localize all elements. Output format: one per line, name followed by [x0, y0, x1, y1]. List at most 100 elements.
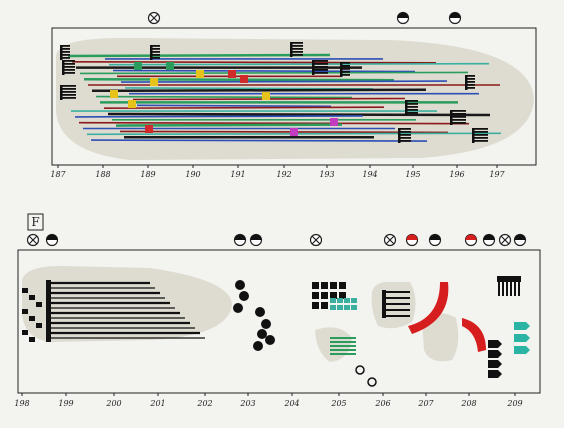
symbol-cross [500, 235, 510, 245]
comb-mark [450, 113, 466, 115]
block [339, 282, 346, 289]
symbol-cross [385, 235, 395, 245]
block [22, 330, 28, 335]
block [330, 282, 337, 289]
symbol-half [465, 234, 477, 240]
comb-mark [472, 131, 488, 133]
dot [233, 303, 243, 313]
articulation-symbol [309, 233, 323, 247]
comb-mark [290, 54, 303, 56]
comb-mark [60, 85, 76, 87]
block [312, 302, 319, 309]
sound-line [107, 112, 491, 117]
comb-mark [340, 68, 350, 70]
block [351, 298, 357, 303]
comb-mark [312, 60, 328, 62]
symbol-cross [28, 235, 38, 245]
comb-mark [465, 87, 475, 89]
comb-tooth [518, 282, 520, 296]
sound-field [315, 327, 352, 362]
section-marker: F [31, 215, 39, 229]
color-block [290, 128, 298, 136]
comb-mark [312, 69, 328, 71]
comb-mark [472, 140, 488, 142]
time-label: 194 [362, 170, 377, 179]
sound-line [78, 121, 470, 125]
sound-line [136, 104, 332, 108]
color-block [128, 100, 136, 108]
comb-mark [62, 72, 75, 74]
comb-mark [398, 134, 411, 136]
block [29, 337, 35, 342]
comb-mark [340, 71, 350, 73]
comb-mark [290, 42, 303, 44]
time-label: 207 [417, 399, 434, 408]
comb-spine [382, 290, 386, 318]
time-label: 190 [185, 170, 200, 179]
block [321, 292, 328, 299]
articulation-symbol [405, 233, 419, 247]
sound-line [95, 95, 353, 99]
symbol-half [397, 12, 409, 18]
comb-mark [340, 62, 343, 77]
block [312, 282, 319, 289]
wedge [488, 340, 502, 348]
time-label: 189 [140, 170, 155, 179]
block [22, 288, 28, 293]
articulation-symbol [513, 233, 527, 247]
time-label: 204 [283, 399, 299, 408]
block [339, 292, 346, 299]
ring [355, 365, 365, 375]
articulation-symbol [249, 233, 263, 247]
time-label: 202 [196, 399, 212, 408]
symbol-cross [149, 13, 159, 23]
time-label: 200 [105, 399, 121, 408]
sound-line [115, 123, 343, 127]
color-block [110, 90, 118, 98]
comb-mark [60, 91, 76, 93]
block [337, 298, 343, 303]
comb-tooth [514, 282, 516, 296]
sound-line [124, 87, 374, 90]
sound-line [119, 130, 449, 134]
comb-spine [497, 276, 521, 282]
sound-line [91, 88, 427, 93]
comb-mark [62, 69, 75, 71]
articulation-symbol [147, 11, 161, 25]
time-label: 187 [50, 170, 66, 179]
comb-mark [150, 54, 160, 56]
symbol-half [449, 12, 461, 18]
block [312, 292, 319, 299]
sound-field [422, 313, 459, 362]
time-label: 188 [95, 170, 110, 179]
dot [253, 341, 263, 351]
comb-mark [450, 116, 466, 118]
comb-mark [405, 106, 418, 108]
block [321, 302, 328, 309]
comb-mark [340, 74, 350, 76]
comb-mark [465, 75, 475, 77]
comb-mark [450, 110, 453, 125]
comb-mark [150, 57, 160, 59]
block [36, 302, 42, 307]
symbol-half [429, 234, 441, 240]
articulation-symbol [498, 233, 512, 247]
comb-mark [472, 128, 475, 143]
sound-line [83, 77, 395, 82]
block [330, 305, 336, 310]
dot [265, 335, 275, 345]
sound-line [67, 53, 331, 58]
color-block [166, 62, 174, 70]
wedge [514, 322, 530, 330]
comb-mark [405, 109, 418, 111]
articulation-symbol [233, 233, 247, 247]
color-block [330, 118, 338, 126]
comb-mark [465, 75, 468, 90]
comb-mark [465, 81, 475, 83]
dot [261, 319, 271, 329]
comb-mark [60, 54, 70, 56]
comb-mark [472, 134, 488, 136]
comb-mark [150, 51, 160, 53]
comb-mark [405, 112, 418, 114]
